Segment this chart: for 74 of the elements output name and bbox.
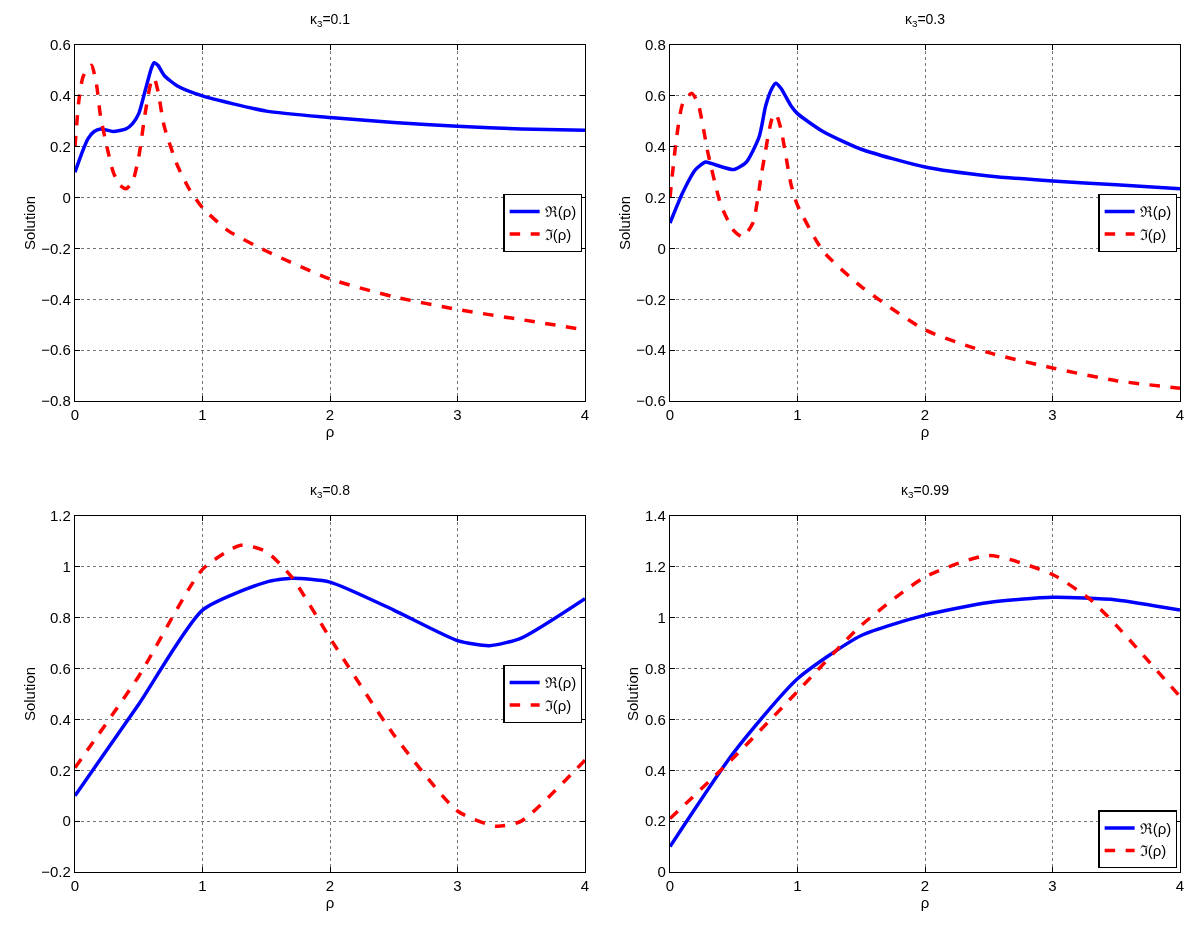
- y-tick-label: −0.6: [41, 341, 71, 359]
- line-series: [670, 81, 1180, 225]
- y-tick-label: 1.2: [645, 558, 666, 576]
- x-tick-label: 2: [920, 877, 930, 895]
- y-tick-label: 0.4: [50, 710, 71, 728]
- x-tick-label: 4: [580, 406, 590, 424]
- y-tick-label: 1.4: [645, 507, 666, 525]
- chart-title: κ$_{3}$=0.8: [309, 481, 351, 500]
- y-tick-label: 0.2: [645, 188, 666, 206]
- y-tick-label: 0: [657, 863, 666, 881]
- y-tick-label: 0.8: [645, 36, 666, 54]
- y-tick-label: 0.4: [645, 761, 666, 779]
- chart-title: κ$_{3}$=0.3: [904, 10, 946, 29]
- y-tick-label: 0.4: [50, 87, 71, 105]
- y-tick-label: 0: [62, 188, 71, 206]
- x-axis-title: ρ: [325, 894, 335, 912]
- y-tick-label: 0.2: [50, 137, 71, 155]
- y-tick-label: 0.4: [645, 137, 666, 155]
- x-tick-label: 1: [793, 406, 802, 424]
- x-axis-title: ρ: [325, 423, 335, 441]
- x-tick-label: 3: [1048, 406, 1057, 424]
- legend-label: ℑ(ρ): [544, 696, 572, 714]
- x-tick-label: 3: [1048, 877, 1057, 895]
- y-tick-label: 1.2: [50, 507, 71, 525]
- x-tick-label: 2: [325, 406, 335, 424]
- y-tick-label: 0.8: [645, 659, 666, 677]
- legend-label: ℑ(ρ): [544, 225, 572, 243]
- y-tick-label: 0.2: [645, 812, 666, 830]
- chart-title: κ$_{3}$=0.1: [309, 10, 351, 29]
- y-tick-label: 0.6: [645, 87, 666, 105]
- y-axis-title: Solution: [615, 195, 633, 251]
- y-tick-label: 0.6: [50, 659, 71, 677]
- y-tick-label: −0.2: [41, 863, 71, 881]
- line-series: [75, 61, 585, 174]
- legend-label: ℑ(ρ): [1139, 225, 1167, 243]
- x-tick-label: 2: [325, 877, 335, 895]
- x-tick-label: 4: [1175, 406, 1185, 424]
- y-tick-label: −0.6: [636, 392, 666, 410]
- line-series: [670, 91, 1180, 391]
- y-tick-label: −0.4: [636, 341, 666, 359]
- line-series: [75, 543, 585, 828]
- line-series: [75, 576, 585, 798]
- x-tick-label: 2: [920, 406, 930, 424]
- y-axis-title: Solution: [20, 666, 38, 722]
- legend-label: ℜ(ρ): [544, 674, 577, 692]
- chart-title: κ$_{3}$=0.99: [901, 481, 950, 500]
- x-tick-label: 1: [793, 877, 802, 895]
- x-axis-title: ρ: [920, 423, 930, 441]
- y-tick-label: 0: [657, 239, 666, 257]
- y-tick-label: −0.2: [41, 239, 71, 257]
- y-tick-label: −0.4: [41, 290, 71, 308]
- x-tick-label: 4: [580, 877, 590, 895]
- y-tick-label: 1: [657, 608, 666, 626]
- y-tick-label: 0.6: [50, 36, 71, 54]
- x-tick-label: 3: [453, 877, 462, 895]
- y-tick-label: 0: [62, 812, 71, 830]
- y-axis-title: Solution: [20, 195, 38, 251]
- x-tick-label: 4: [1175, 877, 1185, 895]
- y-tick-label: 0.8: [50, 608, 71, 626]
- legend-label: ℑ(ρ): [1139, 842, 1167, 860]
- legend-label: ℜ(ρ): [1139, 819, 1172, 837]
- x-tick-label: 3: [453, 406, 462, 424]
- x-axis-title: ρ: [920, 894, 930, 912]
- y-tick-label: 1: [62, 558, 71, 576]
- y-tick-label: 0.2: [50, 761, 71, 779]
- y-tick-label: −0.2: [636, 290, 666, 308]
- legend-label: ℜ(ρ): [544, 203, 577, 221]
- y-tick-label: −0.8: [41, 392, 71, 410]
- x-tick-label: 1: [198, 406, 207, 424]
- line-series: [670, 553, 1180, 821]
- y-axis-title: Solution: [624, 666, 642, 722]
- legend-label: ℜ(ρ): [1139, 203, 1172, 221]
- x-tick-label: 1: [198, 877, 207, 895]
- y-tick-label: 0.6: [645, 710, 666, 728]
